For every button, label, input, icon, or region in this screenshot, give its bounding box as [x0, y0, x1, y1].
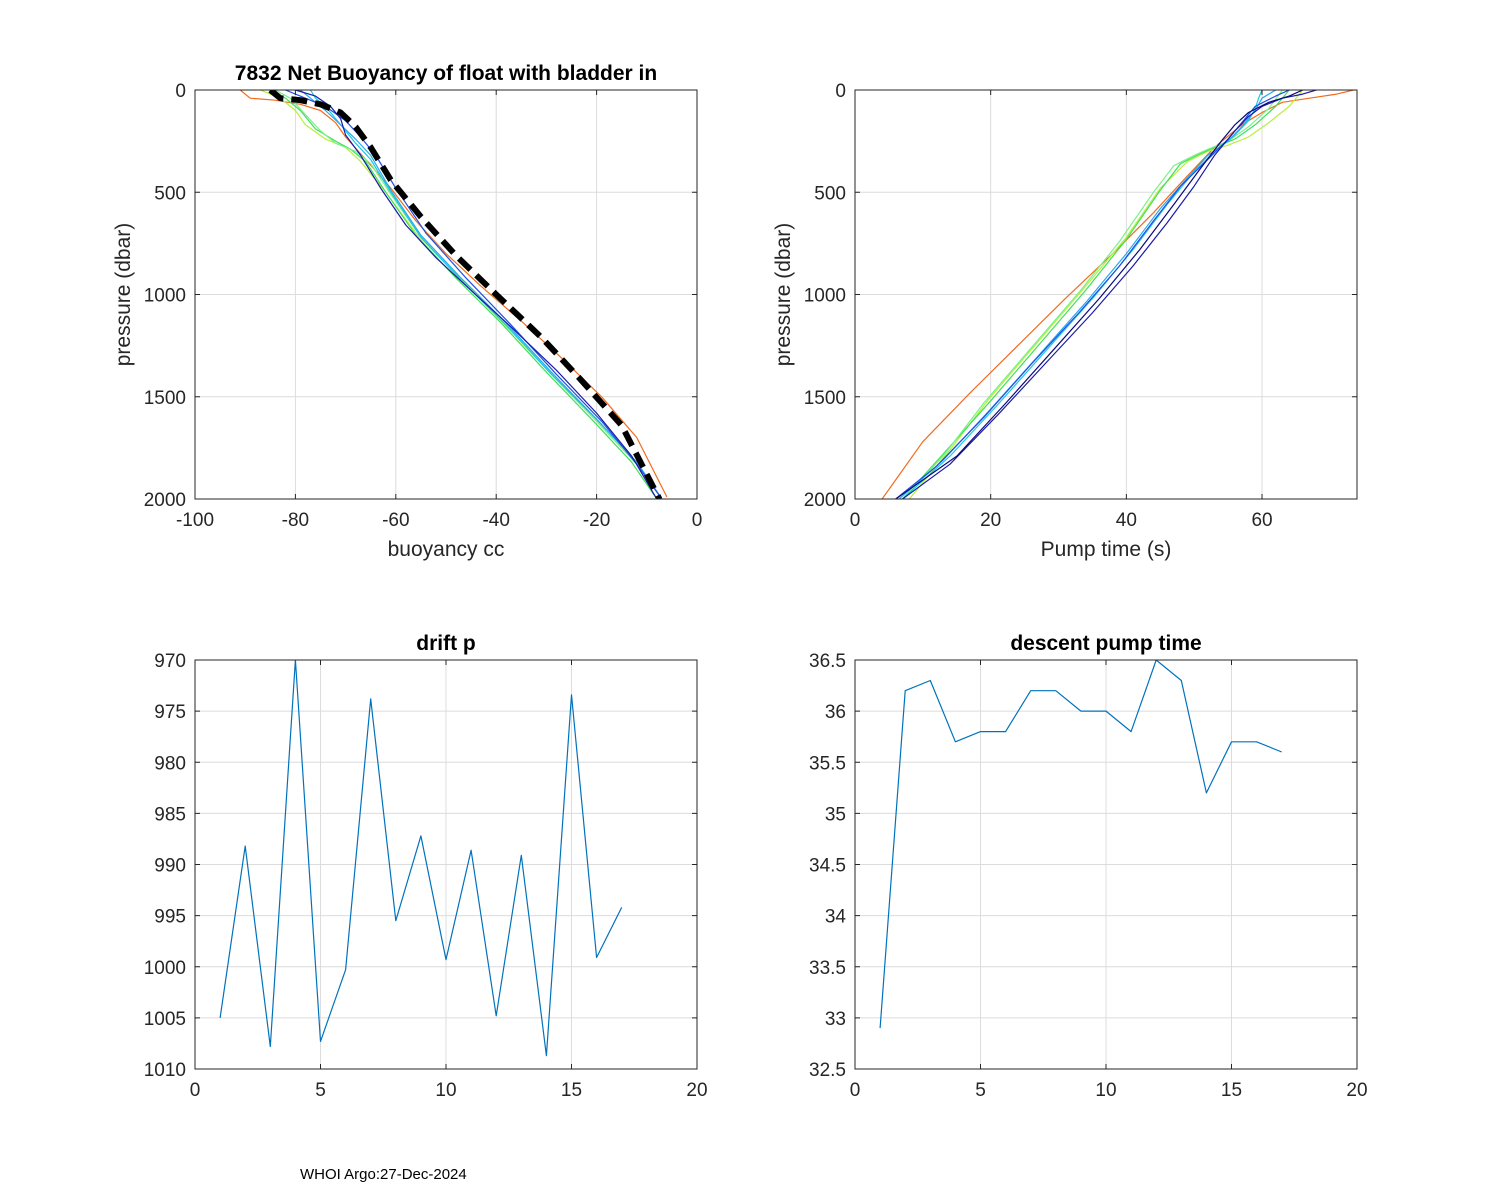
x-tick-label: -80 — [282, 510, 309, 531]
y-tick-label: 1500 — [804, 388, 846, 409]
x-tick-label: 5 — [975, 1080, 986, 1101]
y-tick-label: 35 — [825, 804, 846, 825]
chart-title: 7832 Net Buoyancy of float with bladder … — [235, 62, 657, 85]
y-tick-label: 1500 — [144, 388, 186, 409]
series-profile-darkblue — [895, 90, 1303, 499]
series-profile-green — [902, 90, 1290, 499]
x-tick-label: -40 — [482, 510, 509, 531]
x-tick-label: 10 — [435, 1080, 456, 1101]
y-tick-label: 36 — [825, 702, 846, 723]
x-tick-label: -60 — [382, 510, 409, 531]
y-tick-label: 1000 — [804, 286, 846, 307]
series-mean-dashed — [268, 90, 663, 499]
x-tick-label: 20 — [980, 510, 1001, 531]
data-series-group — [881, 90, 1354, 499]
y-tick-label: 1000 — [144, 958, 186, 979]
series-profile-lightgreen — [275, 90, 663, 499]
x-tick-label: 5 — [315, 1080, 326, 1101]
x-tick-label: -20 — [583, 510, 610, 531]
x-tick-label: 60 — [1251, 510, 1272, 531]
x-tick-label: 15 — [1221, 1080, 1242, 1101]
x-tick-label: 20 — [1346, 1080, 1367, 1101]
y-tick-label: 500 — [154, 183, 186, 204]
x-tick-label: 10 — [1095, 1080, 1116, 1101]
y-tick-label: 32.5 — [809, 1060, 846, 1081]
y-tick-label: 35.5 — [809, 753, 846, 774]
buoyancy-axes: -100 -80 -60 -40 -20 0 0 500 1000 1500 2000 7832 Ne… — [112, 62, 702, 561]
x-tick-label: 0 — [692, 510, 703, 531]
series-profile-yellowgreen — [908, 90, 1304, 499]
x-tick-label: 0 — [850, 1080, 861, 1101]
x-tick-label: -100 — [176, 510, 214, 531]
y-axis-label: pressure (dbar) — [772, 223, 795, 367]
descent-pump-time-axes: 0 5 10 15 20 32.5 33 33.5 34 34.5 35 35.5 36 36.5 desc… — [809, 632, 1368, 1101]
chart-title: descent pump time — [1010, 632, 1201, 655]
y-tick-label: 2000 — [804, 490, 846, 511]
y-tick-label: 33 — [825, 1009, 846, 1030]
x-tick-label: 15 — [561, 1080, 582, 1101]
y-tick-label: 34 — [825, 907, 847, 928]
x-axis-label: buoyancy cc — [388, 538, 505, 561]
y-tick-label: 34.5 — [809, 856, 846, 877]
series-profile-blue — [895, 90, 1290, 499]
y-tick-label: 500 — [814, 183, 846, 204]
y-tick-label: 975 — [154, 702, 186, 723]
y-tick-label: 0 — [835, 81, 846, 102]
y-tick-label: 1000 — [144, 286, 186, 307]
x-tick-label: 0 — [190, 1080, 201, 1101]
series-drift-p — [219, 660, 623, 1057]
y-tick-label: 1010 — [144, 1060, 186, 1081]
y-tick-label: 0 — [175, 81, 186, 102]
y-tick-label: 2000 — [144, 490, 186, 511]
x-tick-label: 40 — [1116, 510, 1137, 531]
series-profile-navy — [902, 90, 1317, 499]
series-profile-cyan — [902, 90, 1263, 499]
x-axis-label: Pump time (s) — [1041, 538, 1172, 561]
data-series-group — [879, 660, 1282, 1029]
y-tick-label: 1005 — [144, 1009, 186, 1030]
drift-p-axes: 0 5 10 15 20 970 975 980 985 990 995 1000 1005 1010 dr… — [144, 632, 708, 1101]
series-descent-pump-time — [879, 660, 1282, 1029]
y-tick-label: 990 — [154, 856, 186, 877]
series-profile-skyblue — [300, 90, 663, 499]
series-profile-lightgreen — [902, 90, 1283, 499]
y-tick-label: 36.5 — [809, 651, 846, 672]
x-tick-label: 20 — [686, 1080, 707, 1101]
footer-stamp: WHOI Argo:27-Dec-2024 — [300, 1166, 467, 1183]
data-series-group — [239, 90, 668, 499]
data-series-group — [219, 660, 623, 1057]
series-profile-navy — [295, 90, 658, 499]
y-tick-label: 985 — [154, 804, 186, 825]
series-profile-green — [270, 90, 658, 499]
y-axis-label: pressure (dbar) — [112, 223, 135, 367]
pump-time-axes: 0 20 40 60 0 500 1000 1500 2000 Pump time (s) pres… — [772, 81, 1358, 561]
y-tick-label: 995 — [154, 907, 186, 928]
series-profile-orange — [881, 90, 1354, 499]
x-tick-label: 0 — [850, 510, 861, 531]
y-tick-label: 33.5 — [809, 958, 846, 979]
y-tick-label: 970 — [154, 651, 186, 672]
chart-title: drift p — [416, 632, 475, 655]
y-tick-label: 980 — [154, 753, 186, 774]
